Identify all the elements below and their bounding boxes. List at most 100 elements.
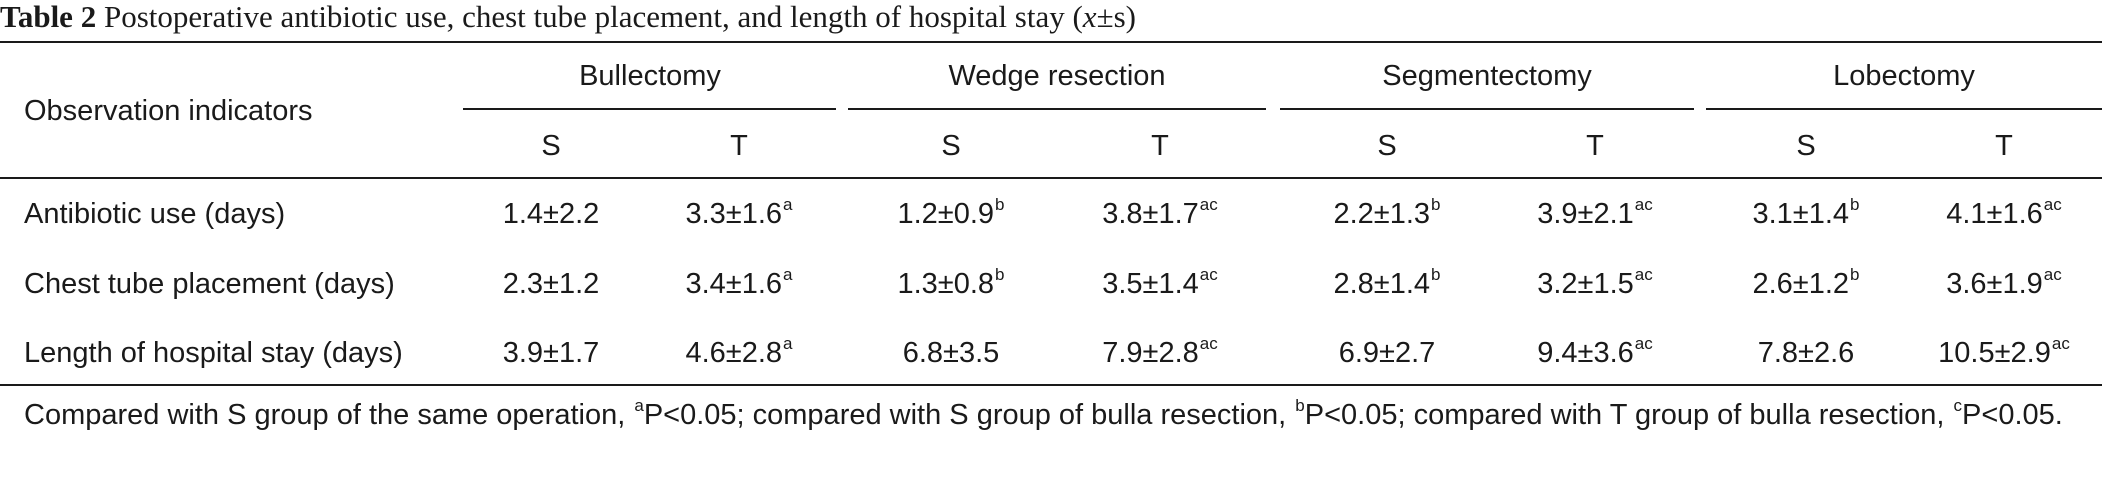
table-cell: 3.3±1.6a [685, 195, 793, 231]
cell-value: 4.6±2.8 [685, 337, 783, 369]
footnote-superscript: c [1953, 396, 1963, 416]
table-cell: 3.2±1.5ac [1537, 265, 1653, 301]
cell-superscript: ac [1634, 334, 1653, 354]
cell-value: 2.3±1.2 [502, 268, 600, 300]
table-caption: Table 2 Postoperative antibiotic use, ch… [0, 0, 1136, 40]
subcol-header: T [1586, 130, 1604, 162]
table-cell: 4.1±1.6ac [1946, 195, 2062, 231]
footnote-text: P<0.05; compared with S group of bulla r… [643, 399, 1295, 431]
subcol-header: T [1151, 130, 1169, 162]
table-footnote: Compared with S group of the same operat… [24, 392, 2082, 438]
cell-superscript: b [995, 265, 1005, 285]
cell-value: 3.6±1.9 [1946, 268, 2043, 300]
cell-value: 2.8±1.4 [1333, 268, 1431, 300]
cell-superscript: b [1431, 265, 1441, 285]
table-cell: 3.1±1.4b [1752, 195, 1860, 231]
cell-superscript: ac [2043, 195, 2062, 215]
cell-value: 3.5±1.4 [1102, 268, 1199, 300]
table-cell: 10.5±2.9ac [1938, 334, 2070, 370]
table-cell: 2.6±1.2b [1752, 265, 1860, 301]
table-cell: 9.4±3.6ac [1537, 334, 1653, 370]
cell-superscript: ac [1199, 265, 1218, 285]
top-rule [0, 41, 2102, 43]
table-cell: 3.9±2.1ac [1537, 195, 1653, 231]
cell-superscript: ac [1634, 265, 1653, 285]
cell-value: 7.9±2.8 [1102, 337, 1199, 369]
cell-superscript: a [783, 195, 793, 215]
group-underline-lobectomy [1706, 108, 2102, 110]
subcol-header: S [1377, 130, 1397, 162]
footnote-text: Compared with S group of the same operat… [24, 399, 634, 431]
subcol-header: T [730, 130, 748, 162]
group-header-lobectomy: Lobectomy [1833, 60, 1975, 92]
row-label: Chest tube placement (days) [24, 268, 395, 300]
table-cell: 3.8±1.7ac [1102, 195, 1218, 231]
table-cell: 3.6±1.9ac [1946, 265, 2062, 301]
cell-superscript: ac [2043, 265, 2062, 285]
cell-superscript: ac [1199, 195, 1218, 215]
table-cell: 1.4±2.2 [503, 197, 600, 231]
row-header-label: Observation indicators [24, 95, 313, 127]
table-cell: 2.3±1.2 [503, 267, 600, 301]
table-cell: 2.2±1.3b [1333, 195, 1441, 231]
cell-superscript: b [995, 195, 1005, 215]
caption-suffix: ±s) [1096, 0, 1136, 34]
bottom-rule [0, 384, 2102, 386]
subcol-header: S [1796, 130, 1816, 162]
table-label: Table 2 [0, 0, 97, 34]
cell-superscript: b [1850, 265, 1860, 285]
cell-value: 4.1±1.6 [1946, 198, 2043, 230]
cell-value: 3.2±1.5 [1537, 268, 1634, 300]
cell-value: 3.3±1.6 [685, 198, 783, 230]
subcol-header: S [941, 130, 961, 162]
cell-superscript: b [1850, 195, 1860, 215]
cell-value: 3.9±2.1 [1537, 198, 1634, 230]
caption-xbar: x [1082, 0, 1097, 34]
table-cell: 3.5±1.4ac [1102, 265, 1218, 301]
cell-value: 1.4±2.2 [502, 198, 600, 230]
table-cell: 4.6±2.8a [685, 334, 793, 370]
subcol-header: S [541, 130, 561, 162]
cell-value: 10.5±2.9 [1938, 337, 2051, 369]
table-cell: 3.4±1.6a [685, 265, 793, 301]
cell-value: 3.8±1.7 [1102, 198, 1199, 230]
cell-value: 9.4±3.6 [1537, 337, 1634, 369]
cell-value: 3.9±1.7 [502, 337, 600, 369]
cell-value: 1.3±0.8 [897, 268, 995, 300]
cell-value: 3.1±1.4 [1752, 198, 1850, 230]
footnote-superscript: a [634, 396, 644, 416]
group-header-wedge: Wedge resection [948, 60, 1166, 92]
row-label: Length of hospital stay (days) [24, 337, 403, 369]
cell-superscript: ac [1634, 195, 1653, 215]
table-cell: 6.8±3.5 [903, 336, 1000, 370]
cell-superscript: a [783, 265, 793, 285]
cell-value: 3.4±1.6 [685, 268, 783, 300]
cell-superscript: ac [2051, 334, 2070, 354]
cell-value: 2.6±1.2 [1752, 268, 1850, 300]
row-label: Antibiotic use (days) [24, 198, 286, 230]
table-cell: 3.9±1.7 [503, 336, 600, 370]
table-cell: 7.8±2.6 [1758, 336, 1855, 370]
group-header-segmentectomy: Segmentectomy [1382, 60, 1592, 92]
cell-superscript: ac [1199, 334, 1218, 354]
group-underline-wedge [848, 108, 1266, 110]
header-rule [0, 177, 2102, 179]
table-cell: 6.9±2.7 [1339, 336, 1436, 370]
table-cell: 2.8±1.4b [1333, 265, 1441, 301]
cell-value: 2.2±1.3 [1333, 198, 1431, 230]
group-underline-segmentectomy [1280, 108, 1694, 110]
cell-superscript: a [783, 334, 793, 354]
cell-superscript: b [1431, 195, 1441, 215]
cell-value: 6.9±2.7 [1338, 337, 1436, 369]
cell-value: 1.2±0.9 [897, 198, 995, 230]
cell-value: 7.8±2.6 [1757, 337, 1855, 369]
caption-text: Postoperative antibiotic use, chest tube… [96, 0, 1083, 34]
footnote-text: P<0.05. [1962, 399, 2063, 431]
group-underline-bullectomy [463, 108, 836, 110]
group-header-bullectomy: Bullectomy [579, 60, 721, 92]
table-cell: 7.9±2.8ac [1102, 334, 1218, 370]
footnote-superscript: b [1295, 396, 1305, 416]
subcol-header: T [1995, 130, 2013, 162]
footnote-text: P<0.05; compared with T group of bulla r… [1304, 399, 1953, 431]
table-cell: 1.3±0.8b [897, 265, 1005, 301]
